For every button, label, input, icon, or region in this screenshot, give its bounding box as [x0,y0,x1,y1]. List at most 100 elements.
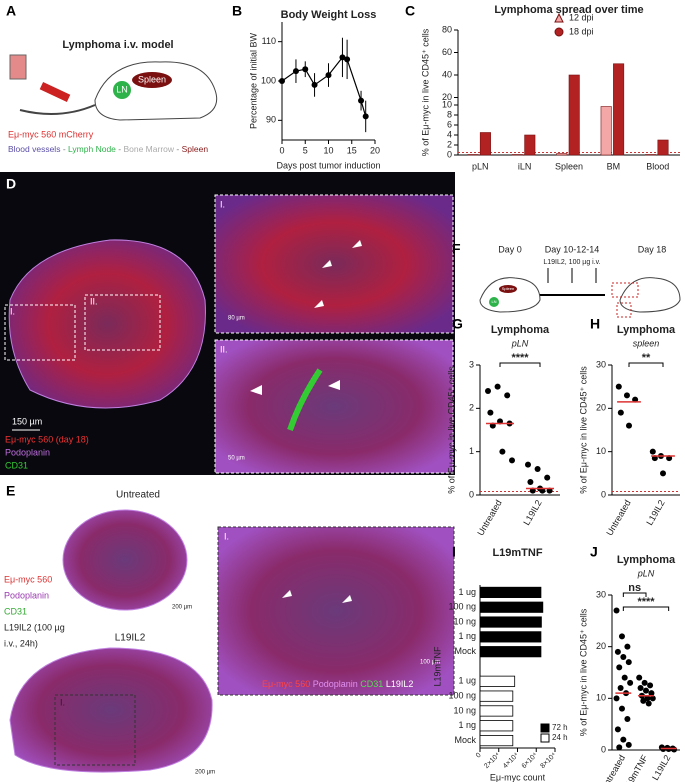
timeline-label: L19IL2, 100 µg i.v. [543,259,600,266]
y-tick-label: 8 [447,109,452,119]
y-tick-label: 0 [469,489,474,499]
point [614,726,621,733]
separator: - [60,144,68,154]
point [617,409,624,416]
x-tick-label: Blood [646,161,669,171]
chart-subtitle: spleen [633,338,660,348]
spleen [132,72,172,88]
flask [9,54,27,80]
legend-item: CD31 [5,460,28,470]
point [636,674,643,681]
bar [479,646,542,658]
y-axis-label: L19mTNF [432,646,442,687]
y-tick-label: 30 [596,589,606,599]
legend-item: Spleen [182,144,209,154]
x-tick-label: pLN [472,161,489,171]
y-tick-label: 2 [469,403,474,413]
inset-label: II. [90,296,98,306]
point [641,679,648,686]
point [637,685,644,691]
legend-item: Eμ-myc 560 (day 18) [5,434,89,444]
significance-label: **** [637,596,655,608]
point [485,388,491,394]
bar [613,63,625,156]
legend-item: Lymph Node [68,144,116,154]
inset-label: II. [220,344,228,354]
point [649,448,656,455]
ln-label: LN [491,299,496,304]
spleen-label: Spleen [138,74,166,84]
point [499,448,506,455]
point [362,113,369,120]
y-axis-label: Percentage of initial BW [248,32,258,129]
legend-item: Podoplanin [4,590,49,600]
bar [479,705,514,717]
bar [479,690,514,702]
legend-line: Blood vessels - Lymph Node - Bone Marrow… [8,144,208,154]
point [627,679,634,686]
point [525,461,531,468]
legend-item: i.v., 24h) [4,638,38,648]
bar [511,154,523,156]
mouse-body [94,61,218,121]
bar [600,106,612,156]
arrows [547,268,597,283]
point [624,716,631,722]
x-tick-label: 2×10⁴ [483,752,501,770]
panel-letter: D [6,176,16,192]
y-tick-label: 0 [601,489,606,499]
point [623,392,630,399]
panel-d: D I. II. 150 µm Eμ-myc 560 (day 18) Podo… [0,172,455,475]
mouse [619,277,681,313]
syringe [39,82,71,102]
x-tick-label: Untreated [599,753,627,782]
x-tick-label: 20 [370,145,380,155]
scale-label: 200 µm [195,770,215,776]
y-tick-label: 60 [442,47,452,57]
y-tick-label: 90 [266,115,276,125]
highlight [616,302,632,318]
point [647,682,654,689]
y-tick-label: 1 ng [458,720,476,730]
y-tick-label: 1 [469,446,474,456]
legend-swatch [540,733,550,743]
x-tick-label: BM [607,161,621,171]
bar [479,616,542,628]
point [649,695,656,702]
point [616,664,623,671]
y-tick-label: 3 [469,359,474,369]
point [625,659,632,666]
chart-title: Lymphoma [617,554,676,566]
x-tick-label: 10 [323,145,333,155]
mouse [479,277,541,313]
inset-box [84,294,161,351]
legend-swatch [540,723,550,733]
timeline-label: Day 18 [638,244,667,254]
bar [479,720,514,732]
point [504,392,511,399]
point [626,422,632,429]
x-tick-label: 0 [279,145,284,155]
y-tick-label: 1 ug [458,676,476,686]
point [648,690,655,697]
y-tick-label: 20 [596,403,606,413]
bar [645,154,657,156]
x-tick-label: Spleen [555,161,583,171]
x-tick-label: 15 [347,145,357,155]
x-axis-label: Eμ-myc count [490,772,546,782]
legend-label: 12 dpi [569,12,594,22]
panel-letter: H [590,316,600,332]
panel-letter: B [232,3,242,19]
point [624,643,631,650]
tissue [9,647,213,773]
point [339,54,346,61]
panel-letter: J [590,544,598,560]
ln-label: LN [116,84,128,94]
point [494,383,501,390]
x-axis-label: Days post tumor induction [276,160,380,170]
inset-box [54,694,136,766]
x-tick-label: L19mTNF [621,753,650,782]
lymph-node [489,297,499,307]
bar [568,74,580,156]
significance-bracket [622,606,670,611]
